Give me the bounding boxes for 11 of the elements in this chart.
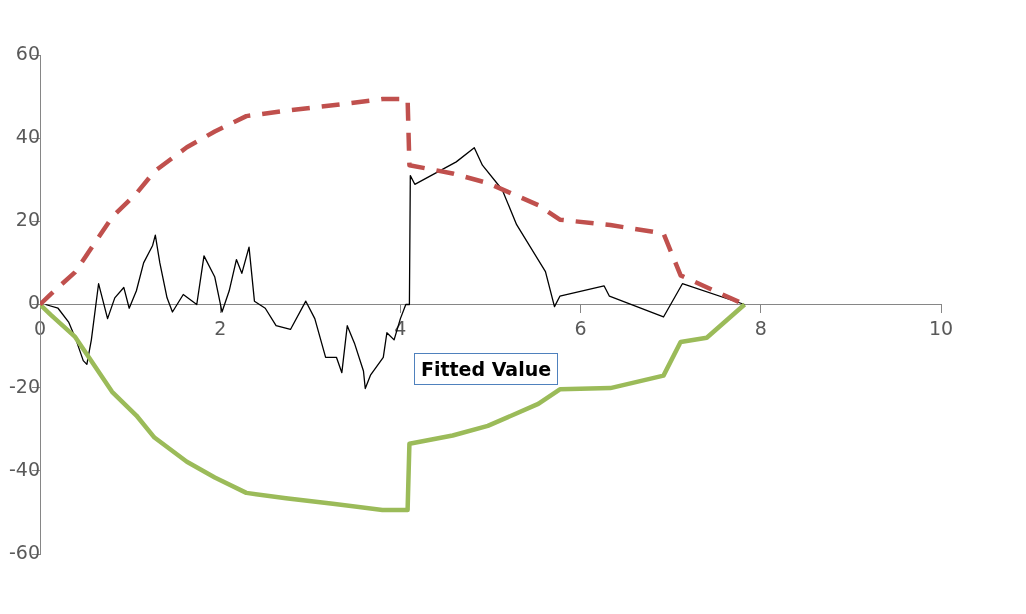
x-tick-label: 10 <box>928 316 954 339</box>
y-tick-label: -60 <box>8 540 40 563</box>
x-tick-label: 2 <box>214 316 227 339</box>
y-tick-label: 60 <box>15 41 40 64</box>
y-tick-label: -40 <box>8 457 40 480</box>
x-tick-label: 6 <box>574 316 587 339</box>
y-tick-label: -20 <box>8 374 40 397</box>
x-tick-label: 8 <box>754 316 767 339</box>
y-tick-label: 20 <box>15 208 40 231</box>
y-tick-label: 40 <box>15 125 40 148</box>
annotation: Fitted Value <box>413 352 559 385</box>
